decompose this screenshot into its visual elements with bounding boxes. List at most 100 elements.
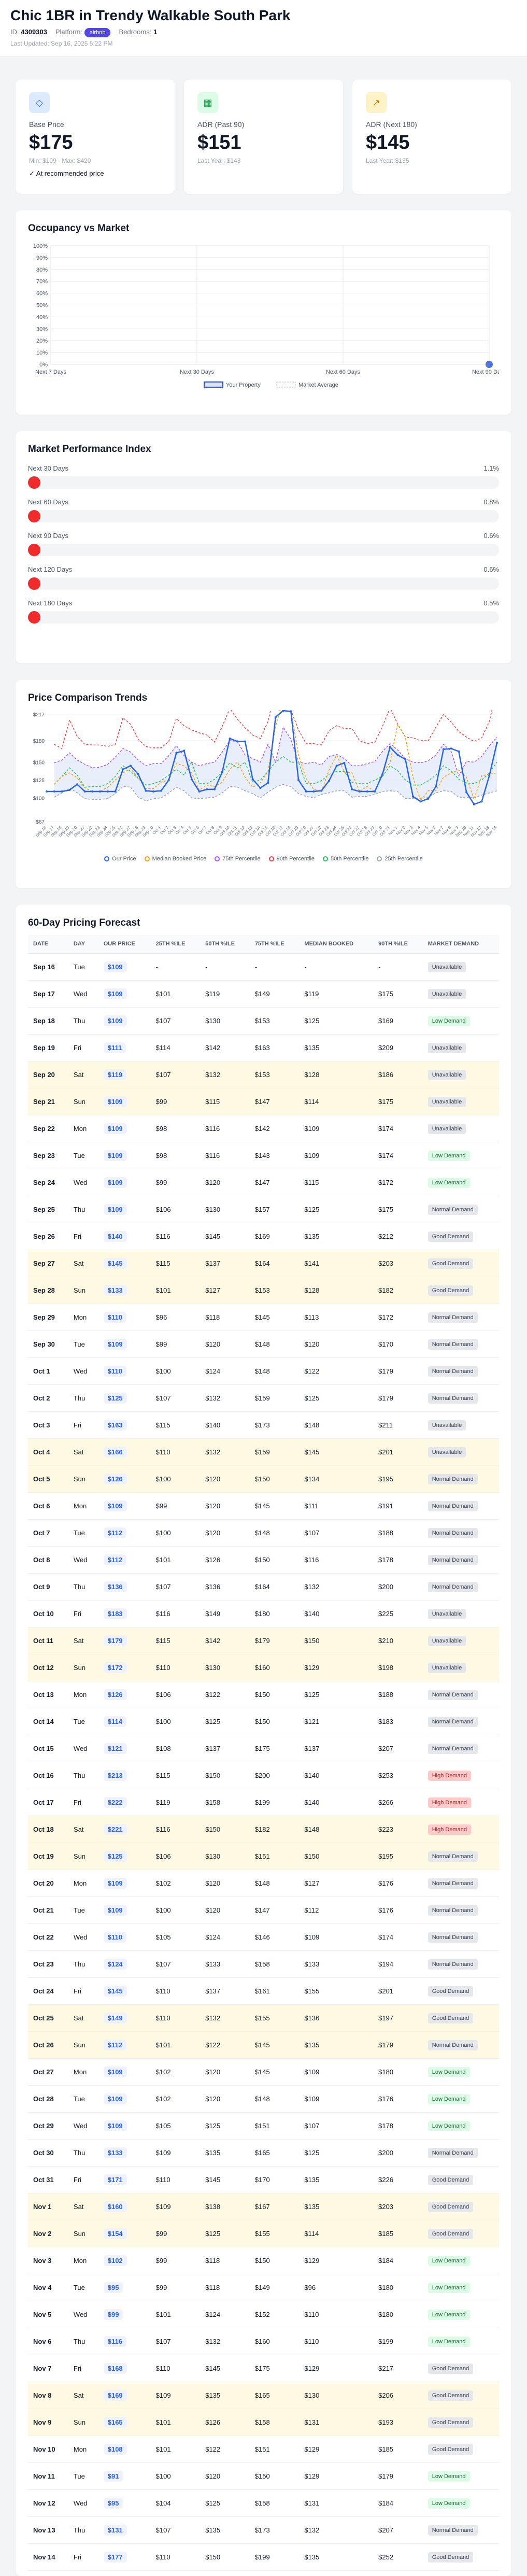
cell-value: $109 [299, 1115, 374, 1142]
performance-bar [28, 611, 499, 624]
cell-our-price: $109 [98, 1492, 151, 1520]
cell-value: $107 [299, 1519, 374, 1547]
series-line [54, 756, 497, 788]
demand-badge: Low Demand [428, 1177, 470, 1188]
our-price-point [374, 790, 376, 793]
performance-row: Next 60 Days 0.8% [28, 498, 499, 522]
cell-value: Sat [68, 1816, 98, 1843]
series-line [54, 784, 497, 801]
cell-our-price: $163 [98, 1411, 151, 1439]
trends-legend: Our Price Median Booked Price 75th Percent… [28, 856, 499, 862]
cell-date: Nov 5 [28, 2301, 68, 2328]
cell-value: $100 [150, 1708, 201, 1735]
cell-our-price: $109 [98, 980, 151, 1008]
table-row: Oct 23 Thu $124 $107 $133 $158 $133 $194 Normal … [28, 1950, 499, 1978]
cell-date: Oct 2 [28, 1384, 68, 1412]
price-chip: $177 [103, 2552, 127, 2563]
cell-value: $132 [299, 2516, 374, 2544]
cell-value: $174 [373, 1923, 423, 1951]
legend-item: 25th Percentile [377, 856, 423, 862]
cell-value: Mon [68, 1870, 98, 1897]
price-chip: $102 [103, 2255, 127, 2266]
our-price-point [76, 783, 78, 786]
cell-value: $164 [249, 1250, 300, 1277]
legend-swatch [144, 856, 150, 862]
bedrooms-label: Bedrooms: [119, 28, 152, 36]
cell-value: $118 [200, 2247, 250, 2274]
demand-badge: Normal Demand [428, 1743, 478, 1754]
cell-demand: Low Demand [422, 2328, 499, 2355]
performance-row-head: Next 120 Days 0.6% [28, 565, 499, 573]
cell-value: $119 [150, 1789, 201, 1816]
our-price-point [198, 790, 201, 793]
price-chip: $166 [103, 1447, 127, 1457]
cell-value: $107 [150, 2328, 201, 2355]
legend-swatch [104, 856, 110, 862]
cell-value: $132 [299, 1573, 374, 1601]
cell-value: $169 [373, 1007, 423, 1035]
table-row: Oct 1 Wed $110 $100 $124 $148 $122 $179 Normal D… [28, 1357, 499, 1385]
cell-value: $110 [150, 1654, 201, 1681]
cell-value: $120 [299, 1331, 374, 1358]
column-header: 75TH %ILE [249, 935, 300, 954]
table-row: Sep 20 Sat $119 $107 $132 $153 $128 $186 Unavail… [28, 1061, 499, 1088]
cell-our-price: $114 [98, 1708, 151, 1735]
cell-demand: Low Demand [422, 1169, 499, 1196]
demand-badge: Unavailable [428, 988, 466, 999]
our-price-point [229, 737, 231, 740]
cell-value: $129 [299, 2355, 374, 2382]
cell-value: Fri [68, 1977, 98, 2005]
our-price-point [53, 790, 55, 793]
cell-demand: Low Demand [422, 2274, 499, 2301]
demand-badge: High Demand [428, 1770, 471, 1781]
occupancy-title: Occupancy vs Market [28, 223, 130, 234]
cell-value: $158 [249, 1950, 300, 1978]
y-tick-label: 60% [36, 291, 48, 297]
performance-rows: Next 30 Days 1.1% Next 60 Days 0.8% Next 90 … [28, 464, 499, 624]
cell-value: Sun [68, 1465, 98, 1493]
summary-cards: ◇ Base Price $175 Min: $109 · Max: $420 … [16, 80, 511, 194]
cell-value: $125 [200, 2220, 250, 2247]
cell-demand: Good Demand [422, 1977, 499, 2005]
cell-value: $101 [150, 2436, 201, 2463]
cell-value: $133 [200, 1950, 250, 1978]
cell-value: $116 [150, 1600, 201, 1627]
cell-demand: Good Demand [422, 2382, 499, 2409]
cell-value: $141 [299, 1250, 374, 1277]
column-header: DATE [28, 935, 68, 954]
our-price-point [267, 782, 269, 784]
cell-value: $159 [249, 1438, 300, 1466]
cell-value: Thu [68, 1384, 98, 1412]
our-price-point [145, 789, 147, 792]
chart-icon: ▦ [197, 92, 218, 113]
cell-our-price: $109 [98, 1331, 151, 1358]
cell-value: $108 [150, 1735, 201, 1762]
series-line [54, 726, 497, 777]
cell-demand: Good Demand [422, 2166, 499, 2193]
cell-value: $124 [200, 1923, 250, 1951]
cell-date: Oct 1 [28, 1357, 68, 1385]
cell-value: Sun [68, 1843, 98, 1870]
y-tick-label: 30% [36, 326, 48, 332]
y-tick-label: $150 [33, 760, 45, 766]
cell-date: Oct 5 [28, 1465, 68, 1493]
series-line [47, 710, 498, 805]
our-price-point [480, 800, 483, 803]
cell-value: $120 [200, 1169, 250, 1196]
performance-indicator [28, 510, 40, 522]
table-row: Oct 7 Tue $112 $100 $120 $148 $107 $188 Normal D… [28, 1519, 499, 1547]
cell-value: $150 [200, 1816, 250, 1843]
performance-row: Next 120 Days 0.6% [28, 565, 499, 590]
cell-value: $120 [200, 1465, 250, 1493]
cell-our-price: $222 [98, 1789, 151, 1816]
cell-date: Sep 16 [28, 953, 68, 981]
cell-value: $115 [150, 1627, 201, 1654]
cell-value: $180 [249, 1600, 300, 1627]
platform-label: Platform: [55, 28, 82, 36]
cell-our-price: $109 [98, 953, 151, 981]
recommended-note: ✓ At recommended price [29, 169, 161, 178]
demand-badge: Normal Demand [428, 2040, 478, 2050]
cell-value: $115 [150, 1762, 201, 1789]
price-chip: $108 [103, 2444, 127, 2455]
demand-badge: Normal Demand [428, 1339, 478, 1350]
